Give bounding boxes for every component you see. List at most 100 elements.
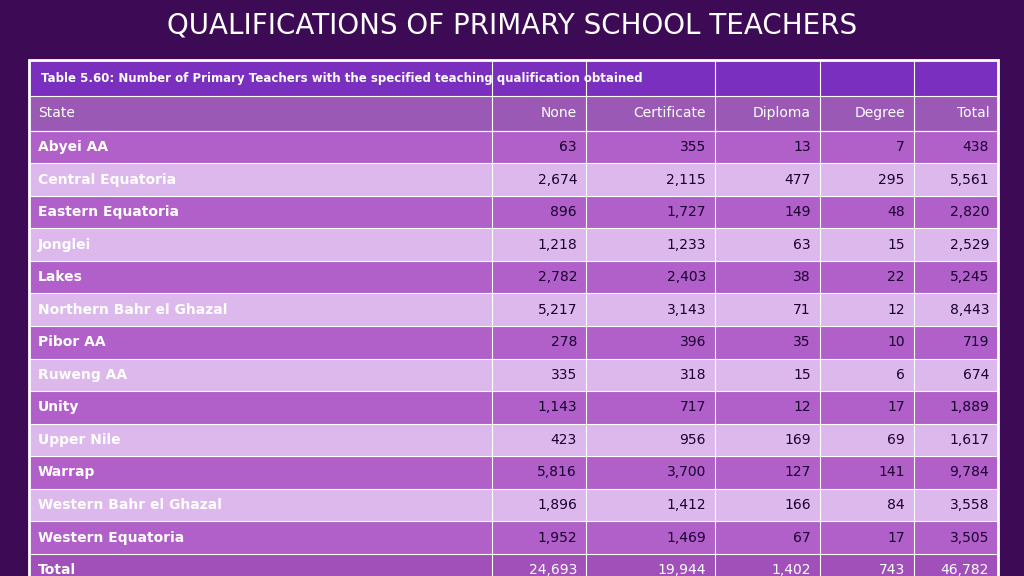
Text: 48: 48	[887, 205, 905, 219]
Bar	[715, 489, 820, 521]
Text: Upper Nile: Upper Nile	[38, 433, 121, 447]
Text: 278: 278	[551, 335, 578, 349]
Text: 84: 84	[887, 498, 905, 512]
Text: 15: 15	[794, 368, 811, 382]
Bar	[29, 391, 493, 424]
Text: 335: 335	[551, 368, 578, 382]
Text: Lakes: Lakes	[38, 270, 83, 284]
Text: 1,143: 1,143	[538, 400, 578, 414]
Bar	[493, 391, 587, 424]
Bar	[820, 554, 914, 576]
Bar	[914, 358, 998, 391]
Text: Table 5.60: Number of Primary Teachers with the specified teaching qualification: Table 5.60: Number of Primary Teachers w…	[41, 72, 643, 85]
Text: Unity: Unity	[38, 400, 79, 414]
Text: Warrap: Warrap	[38, 465, 95, 479]
Bar	[820, 424, 914, 456]
Bar	[29, 131, 493, 164]
Text: 717: 717	[680, 400, 706, 414]
Text: Ruweng AA: Ruweng AA	[38, 368, 127, 382]
Bar	[587, 554, 715, 576]
Text: Certificate: Certificate	[634, 107, 706, 120]
Text: Jonglei: Jonglei	[38, 238, 91, 252]
Text: Pibor AA: Pibor AA	[38, 335, 105, 349]
Text: 3,505: 3,505	[950, 530, 989, 544]
Text: 5,816: 5,816	[538, 465, 578, 479]
Bar	[715, 294, 820, 326]
Text: Western Bahr el Ghazal: Western Bahr el Ghazal	[38, 498, 222, 512]
Bar	[493, 489, 587, 521]
Text: 318: 318	[680, 368, 706, 382]
Bar	[914, 326, 998, 358]
Bar	[914, 96, 998, 131]
Text: 1,889: 1,889	[949, 400, 989, 414]
Text: 1,412: 1,412	[667, 498, 706, 512]
Text: 438: 438	[963, 140, 989, 154]
Text: 71: 71	[794, 303, 811, 317]
Bar	[715, 261, 820, 294]
Bar	[715, 424, 820, 456]
Text: 46,782: 46,782	[941, 563, 989, 576]
Bar	[29, 489, 493, 521]
Bar	[914, 424, 998, 456]
Text: 1,402: 1,402	[771, 563, 811, 576]
Bar	[493, 131, 587, 164]
Text: Total: Total	[956, 107, 989, 120]
Bar	[587, 294, 715, 326]
Bar	[820, 358, 914, 391]
Bar	[493, 554, 587, 576]
Text: 5,245: 5,245	[950, 270, 989, 284]
Text: 7: 7	[896, 140, 905, 154]
Text: 127: 127	[784, 465, 811, 479]
Bar	[493, 96, 587, 131]
Text: 1,727: 1,727	[667, 205, 706, 219]
Text: 6: 6	[896, 368, 905, 382]
Text: Diploma: Diploma	[753, 107, 811, 120]
Bar	[820, 229, 914, 261]
Text: 2,782: 2,782	[538, 270, 578, 284]
Bar	[29, 164, 493, 196]
Text: Central Equatoria: Central Equatoria	[38, 173, 176, 187]
Bar	[715, 358, 820, 391]
Bar	[715, 96, 820, 131]
Bar	[820, 521, 914, 554]
Text: 169: 169	[784, 433, 811, 447]
Bar	[587, 456, 715, 489]
Bar	[820, 96, 914, 131]
Bar	[820, 326, 914, 358]
Text: 5,561: 5,561	[949, 173, 989, 187]
Bar	[29, 229, 493, 261]
Text: 1,952: 1,952	[538, 530, 578, 544]
Bar	[29, 456, 493, 489]
Text: 149: 149	[784, 205, 811, 219]
Text: 719: 719	[963, 335, 989, 349]
Text: 141: 141	[879, 465, 905, 479]
Bar	[29, 60, 998, 96]
Bar	[715, 131, 820, 164]
Text: 1,469: 1,469	[667, 530, 706, 544]
Bar	[587, 391, 715, 424]
Bar	[587, 424, 715, 456]
Bar	[587, 261, 715, 294]
Bar	[914, 196, 998, 229]
Text: 396: 396	[680, 335, 706, 349]
Bar	[820, 131, 914, 164]
Text: 12: 12	[887, 303, 905, 317]
Bar	[914, 391, 998, 424]
Text: 63: 63	[559, 140, 578, 154]
Text: 19,944: 19,944	[657, 563, 706, 576]
Text: 8,443: 8,443	[949, 303, 989, 317]
Bar	[820, 294, 914, 326]
Bar	[914, 229, 998, 261]
Text: 1,218: 1,218	[538, 238, 578, 252]
Bar	[715, 326, 820, 358]
Bar	[587, 229, 715, 261]
Bar	[715, 229, 820, 261]
Bar	[587, 489, 715, 521]
Text: 956: 956	[680, 433, 706, 447]
Text: 3,558: 3,558	[949, 498, 989, 512]
Text: Degree: Degree	[854, 107, 905, 120]
Bar	[820, 164, 914, 196]
Text: 295: 295	[879, 173, 905, 187]
Bar	[587, 96, 715, 131]
Text: 2,115: 2,115	[667, 173, 706, 187]
